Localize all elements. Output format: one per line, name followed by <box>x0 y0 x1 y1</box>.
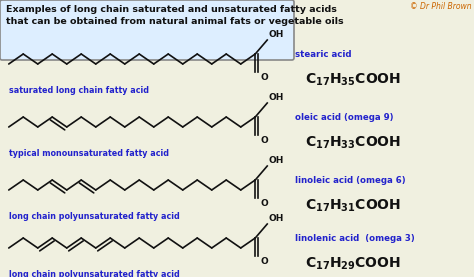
Text: $\mathbf{C_{17}H_{33}COOH}$: $\mathbf{C_{17}H_{33}COOH}$ <box>305 135 401 152</box>
Text: long chain polyunsaturated fatty acid: long chain polyunsaturated fatty acid <box>9 212 180 221</box>
Text: O: O <box>260 199 268 208</box>
Text: stearic acid: stearic acid <box>295 50 352 59</box>
Text: Examples of long chain saturated and unsaturated fatty acids
that can be obtaine: Examples of long chain saturated and uns… <box>6 5 344 26</box>
Text: $\mathbf{C_{17}H_{31}COOH}$: $\mathbf{C_{17}H_{31}COOH}$ <box>305 198 401 214</box>
Text: $\mathbf{C_{17}H_{29}COOH}$: $\mathbf{C_{17}H_{29}COOH}$ <box>305 256 401 272</box>
Text: O: O <box>260 136 268 145</box>
Text: oleic acid (omega 9): oleic acid (omega 9) <box>295 113 393 122</box>
Text: O: O <box>260 257 268 266</box>
Text: $\mathbf{C_{17}H_{35}COOH}$: $\mathbf{C_{17}H_{35}COOH}$ <box>305 72 401 88</box>
Text: O: O <box>260 73 268 82</box>
Text: OH: OH <box>268 214 283 223</box>
Text: © Dr Phil Brown: © Dr Phil Brown <box>410 2 472 11</box>
Text: long chain polyunsaturated fatty acid: long chain polyunsaturated fatty acid <box>9 270 180 277</box>
Text: typical monounsaturated fatty acid: typical monounsaturated fatty acid <box>9 149 169 158</box>
Text: OH: OH <box>268 30 283 39</box>
Text: OH: OH <box>268 93 283 102</box>
Text: OH: OH <box>268 156 283 165</box>
FancyBboxPatch shape <box>0 0 294 60</box>
Text: linolenic acid  (omega 3): linolenic acid (omega 3) <box>295 234 415 243</box>
Text: saturated long chain fatty acid: saturated long chain fatty acid <box>9 86 149 95</box>
Text: linoleic acid (omega 6): linoleic acid (omega 6) <box>295 176 406 185</box>
